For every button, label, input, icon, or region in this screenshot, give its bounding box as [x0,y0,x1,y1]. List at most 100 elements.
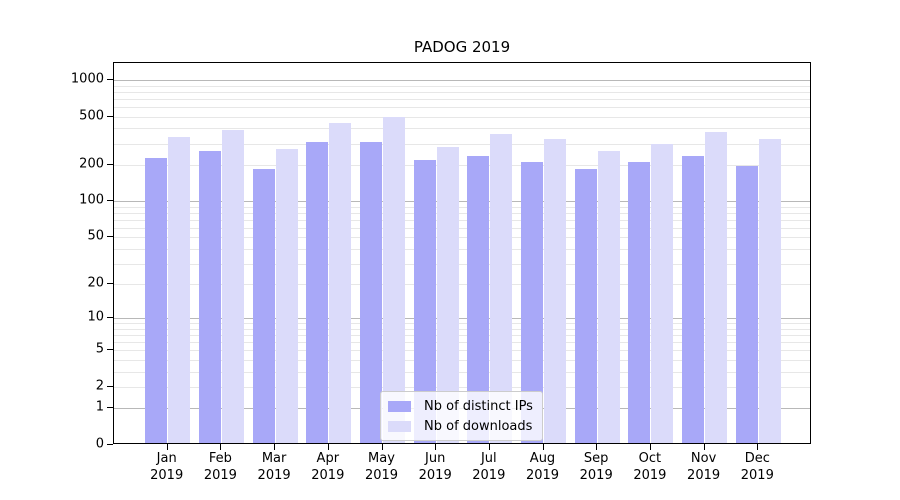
bar-oct-distinct-ips [628,162,651,443]
bar-jan-downloads [168,136,191,443]
legend-label-downloads: Nb of downloads [424,418,533,434]
x-tick-label-feb: Feb 2019 [203,451,237,483]
gridline-minor-4 [114,360,810,361]
legend-item-downloads: Nb of downloads [388,416,533,436]
gridline-minor-80 [114,212,810,214]
gridline-minor-400 [114,128,810,130]
x-tick-aug [542,444,544,450]
gridline-minor-9 [114,323,810,325]
bar-sep-distinct-ips [574,168,597,443]
legend-swatch-downloads [388,420,411,432]
y-tick-label-200: 200 [79,156,104,172]
chart-title: PADOG 2019 [413,38,511,56]
bar-apr-downloads [329,123,352,443]
gridline-minor-70 [114,219,810,221]
y-tick-1000 [107,79,113,80]
y-tick-50 [107,236,113,238]
bar-sep-downloads [597,151,620,443]
legend-label-distinct-ips: Nb of distinct IPs [424,398,533,414]
x-tick-jun [435,444,437,450]
x-tick-label-jun: Jun 2019 [418,451,452,483]
x-tick-dec [757,444,759,450]
x-tick-label-aug: Aug 2019 [525,451,560,483]
gridline-minor-8 [114,328,810,330]
bar-may-downloads [383,116,405,443]
plot-area [113,62,811,444]
gridline-minor-2 [114,387,810,388]
bar-nov-distinct-ips [682,156,705,443]
bar-jul-downloads [490,133,513,443]
gridline-minor-30 [114,263,810,265]
legend: Nb of distinct IPs Nb of downloads [380,391,543,441]
legend-swatch-distinct-ips [388,400,411,412]
bar-aug-downloads [544,138,566,443]
y-tick-5 [107,349,113,351]
bar-jun-downloads [436,147,459,443]
x-tick-mar [274,444,276,450]
y-tick-label-10: 10 [87,309,104,325]
y-tick-500 [107,115,113,117]
y-tick-label-20: 20 [87,275,104,291]
x-tick-label-nov: Nov 2019 [687,451,721,483]
y-tick-label-1000: 1000 [70,71,104,87]
x-tick-label-may: May 2019 [364,451,399,483]
x-tick-label-jul: Jul 2019 [472,451,506,483]
y-tick-label-50: 50 [87,228,104,244]
y-tick-100 [107,200,113,202]
bar-jun-distinct-ips [413,159,436,443]
gridline-minor-300 [114,143,810,145]
gridline-minor-50 [114,237,810,239]
y-tick-label-2: 2 [95,378,104,394]
bar-may-distinct-ips [360,141,382,443]
y-tick-10 [107,317,113,319]
bar-dec-distinct-ips [735,166,758,443]
x-tick-oct [649,444,651,450]
x-tick-nov [703,444,705,450]
x-tick-jan [166,444,168,450]
gridline-minor-60 [114,227,810,229]
legend-item-distinct-ips: Nb of distinct IPs [388,396,533,416]
y-tick-label-100: 100 [79,192,104,208]
y-tick-label-0: 0 [95,436,104,452]
y-tick-200 [107,163,113,165]
x-tick-feb [220,444,222,450]
bar-apr-distinct-ips [306,141,329,443]
x-tick-sep [596,444,598,450]
bar-jan-distinct-ips [145,157,168,443]
gridline-minor-200 [114,164,810,166]
x-tick-label-jan: Jan 2019 [150,451,184,483]
x-tick-jul [488,444,490,450]
gridline-minor-500 [114,116,810,118]
gridline-minor-600 [114,107,810,108]
y-tick-label-500: 500 [79,108,104,124]
y-tick-label-1: 1 [95,399,104,415]
x-tick-label-mar: Mar 2019 [257,451,291,483]
gridline-minor-6 [114,342,810,344]
y-tick-label-5: 5 [95,341,104,357]
y-tick-2 [107,386,113,387]
x-tick-apr [327,444,329,450]
x-tick-label-dec: Dec 2019 [740,451,774,483]
gridline-minor-5 [114,350,810,352]
gridline-minor-7 [114,335,810,337]
bar-feb-distinct-ips [198,151,221,443]
gridline-major-100 [114,201,810,203]
gridline-minor-700 [114,98,810,100]
gridline-major-10 [114,318,810,320]
bar-mar-distinct-ips [252,168,275,443]
gridline-minor-800 [114,91,810,93]
y-tick-20 [107,283,113,285]
x-tick-label-apr: Apr 2019 [311,451,345,483]
bar-nov-downloads [705,132,728,443]
gridline-minor-20 [114,284,810,286]
gridline-minor-900 [114,85,810,87]
gridline-minor-90 [114,206,810,208]
x-tick-may [381,444,383,450]
bar-dec-downloads [758,138,781,443]
x-tick-label-oct: Oct 2019 [633,451,667,483]
gridline-major-1000 [114,80,810,81]
bar-oct-downloads [651,143,674,443]
bar-jul-distinct-ips [467,155,490,443]
bar-feb-downloads [221,129,244,443]
